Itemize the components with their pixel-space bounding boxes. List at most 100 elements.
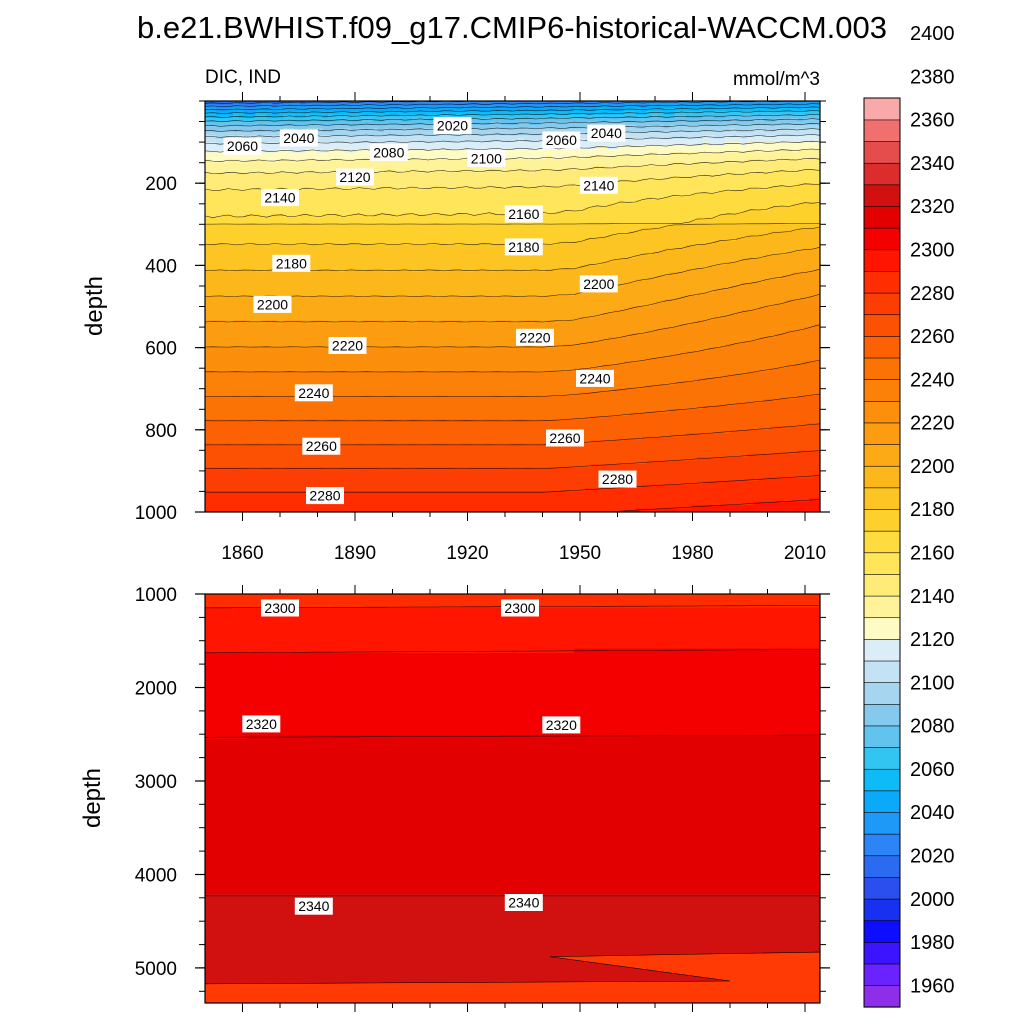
contour-cell: [719, 210, 726, 215]
contour-cell: [288, 101, 296, 106]
contour-cell: [423, 145, 430, 150]
contour-cell: [674, 131, 681, 136]
contour-cell: [216, 169, 223, 174]
contour-cell: [764, 224, 771, 229]
contour-cell: [657, 138, 665, 143]
contour-cell: [216, 214, 223, 219]
contour-cell: [205, 179, 212, 184]
contour-cell: [478, 183, 486, 188]
contour-cell: [434, 169, 441, 174]
contour-cell: [428, 135, 435, 140]
contour-cell: [652, 104, 659, 109]
contour-cell: [232, 220, 240, 225]
contour-cell: [618, 203, 625, 208]
contour-cell: [300, 155, 307, 160]
contour-cell: [730, 135, 737, 140]
contour-cell: [411, 241, 419, 246]
contour-cell: [702, 210, 709, 215]
contour-cell: [411, 183, 419, 188]
contour-cell: [350, 111, 357, 116]
contour-cell: [680, 162, 687, 167]
contour-cell: [339, 190, 346, 195]
contour-cell: [635, 220, 642, 225]
contour-cell: [221, 200, 228, 205]
contour-cell: [451, 179, 458, 184]
contour-cell: [764, 121, 771, 126]
contour-cell: [305, 169, 312, 174]
contour-cell: [741, 186, 748, 191]
contour-cell: [786, 148, 793, 153]
contour-cell: [797, 107, 804, 112]
contour-cell: [221, 162, 228, 167]
contour-cell: [562, 248, 570, 253]
contour-cell: [490, 248, 497, 253]
contour-cell: [406, 111, 413, 116]
contour-cell: [462, 111, 469, 116]
contour-cell: [305, 104, 312, 109]
contour-cell: [255, 248, 262, 253]
contour-cell: [244, 196, 251, 201]
contour-cell: [227, 224, 234, 229]
contour-cell: [646, 207, 653, 212]
contour-cell: [288, 124, 296, 129]
contour-cell: [216, 248, 223, 253]
contour-cell: [484, 166, 491, 171]
contour-cell: [501, 248, 508, 253]
contour-cell: [579, 220, 586, 225]
contour-cell: [372, 241, 379, 246]
contour-cell: [484, 176, 491, 181]
contour-cell: [305, 193, 312, 198]
contour-cell: [462, 220, 469, 225]
contour-cell: [540, 196, 547, 201]
contour-cell: [607, 169, 614, 174]
contour-cell: [607, 220, 614, 225]
contour-cell: [797, 234, 804, 239]
contour-cell: [596, 118, 603, 123]
contour-cell: [752, 214, 760, 219]
contour-cell: [328, 224, 335, 229]
contour-cell: [434, 244, 441, 249]
contour-cell: [629, 138, 637, 143]
contour-cell: [467, 111, 474, 116]
contour-cell: [596, 220, 603, 225]
contour-cell: [752, 169, 760, 174]
contour-cell: [411, 255, 419, 260]
contour-cell: [478, 179, 486, 184]
contour-cell: [260, 248, 268, 253]
contour-cell: [769, 217, 776, 222]
contour-cell: [495, 190, 502, 195]
contour-cell: [339, 135, 346, 140]
contour-cell: [814, 241, 820, 246]
contour-cell: [741, 107, 748, 112]
contour-cell: [775, 217, 782, 222]
contour-cell: [534, 138, 542, 143]
contour-cell: [417, 118, 424, 123]
contour-cell: [730, 241, 737, 246]
contour-cell: [249, 241, 256, 246]
contour-cell: [601, 114, 609, 119]
contour-cell: [467, 227, 474, 232]
contour-cell: [406, 196, 413, 201]
contour-cell: [697, 162, 704, 167]
contour-cell: [574, 152, 581, 157]
contour-cell: [814, 231, 820, 236]
contour-cell: [389, 238, 396, 243]
contour-cell: [344, 114, 351, 119]
contour-cell: [741, 207, 748, 212]
contour-cell: [741, 176, 748, 181]
contour-cell: [780, 207, 788, 212]
contour-cell: [300, 111, 307, 116]
contour-cell: [221, 155, 228, 160]
contour-cell: [389, 107, 396, 112]
contour-cell: [697, 148, 704, 153]
contour-cell: [652, 138, 659, 143]
contour-cell: [568, 179, 575, 184]
contour-cell: [557, 186, 564, 191]
contour-cell: [641, 220, 648, 225]
contour-cell: [490, 111, 497, 116]
contour-cell: [780, 190, 788, 195]
contour-cell: [724, 231, 732, 236]
contour-cell: [238, 203, 245, 208]
contour-cell: [629, 135, 637, 140]
contour-cell: [719, 220, 726, 225]
